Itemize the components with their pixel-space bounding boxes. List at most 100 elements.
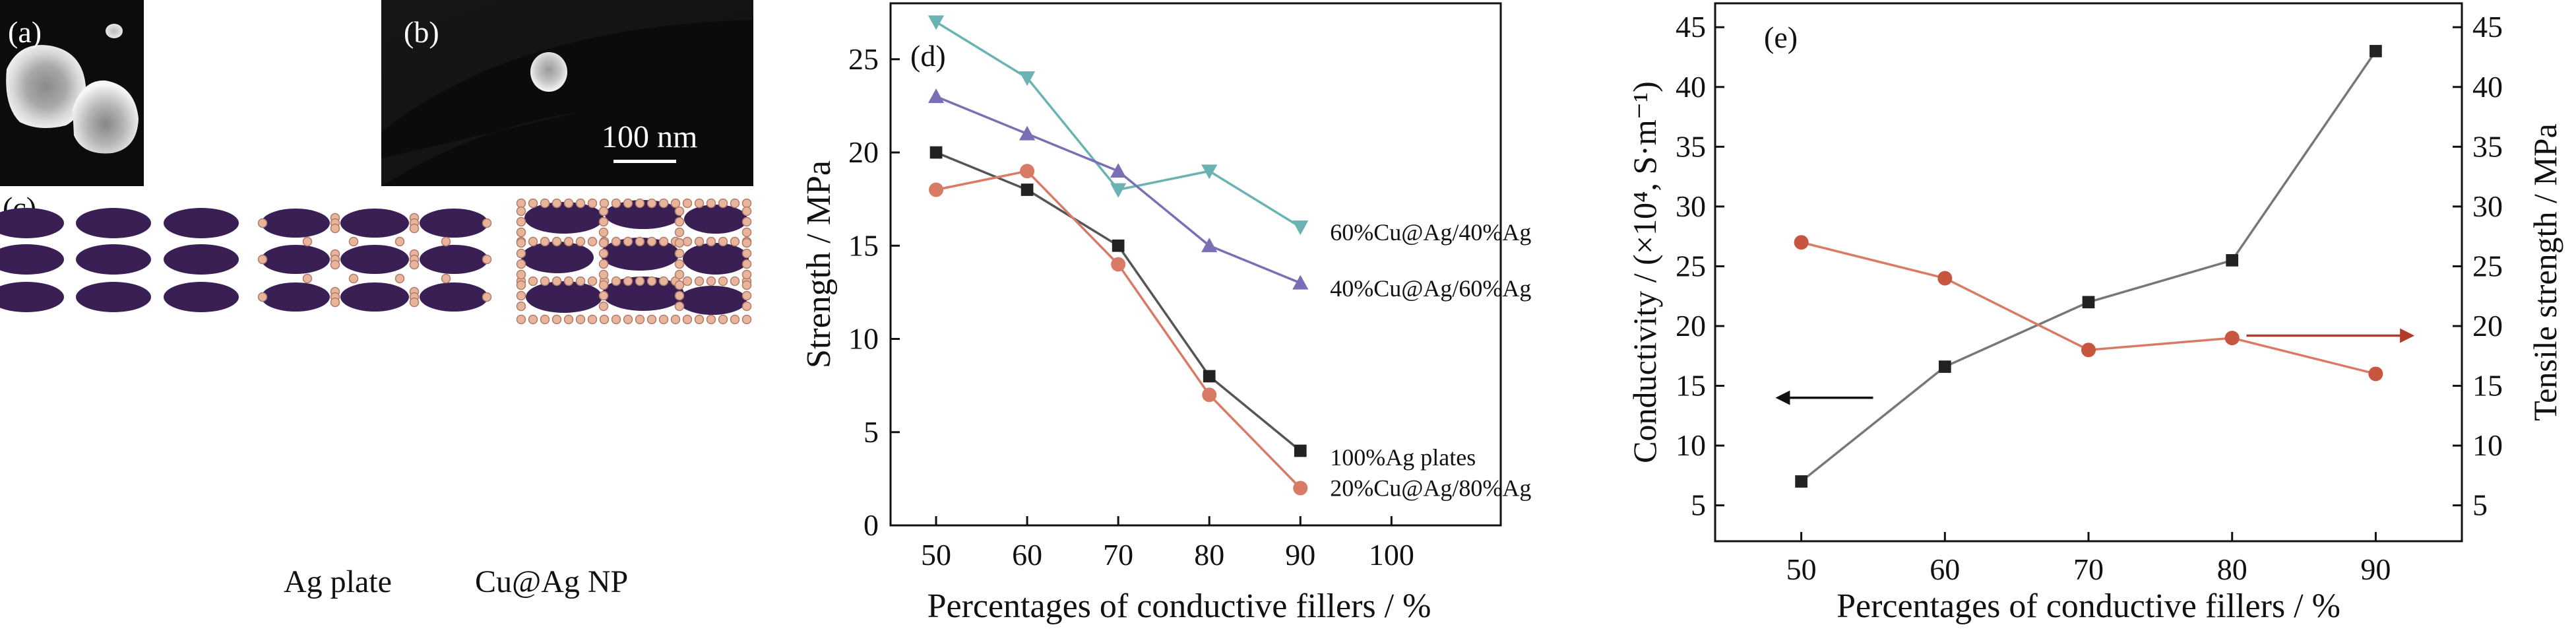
filler-schematic	[0, 198, 752, 325]
ag-plate-group1-0-0	[0, 208, 64, 238]
cuag-np-group3-45	[646, 276, 657, 286]
chart-e-point-1-4	[2368, 366, 2383, 381]
chart-d-point-2-2	[1112, 239, 1125, 252]
cuag-np-group3-17	[563, 276, 574, 286]
chart-e-ytick-left-label-7: 40	[1676, 70, 1706, 104]
chart-e-ytick-left-label-0: 5	[1691, 488, 1706, 522]
chart-d: 0 5 10 15 20 25 50 60 70 80 90 100 Percentages of co…	[800, 2, 1531, 625]
chart-e-ytick-left-label-4: 25	[1676, 249, 1706, 282]
chart-e-series-line-0	[1800, 50, 2377, 482]
chart-d-series-label-1: 40%Cu@Ag/60%Ag	[1330, 275, 1531, 302]
chart-e-ytick-left-label-1: 10	[1676, 428, 1706, 462]
chart-d-ytick-label-3: 15	[848, 228, 879, 262]
chart-e-ytick-right-label-8: 45	[2472, 10, 2503, 44]
cuag-np-group3-67	[706, 314, 716, 325]
cuag-np-group3-73	[730, 276, 740, 286]
cuag-np-group3-85	[598, 259, 609, 269]
cuag-np-group3-94	[674, 248, 685, 259]
cuag-np-group3-23	[575, 314, 586, 325]
cuag-np-group2-31	[441, 273, 451, 284]
chart-d-point-3-0	[929, 182, 944, 197]
chart-d-ytick-label-1: 5	[864, 415, 879, 449]
chart-d-point-0-0	[927, 15, 945, 30]
cuag-np-group3-98	[674, 290, 685, 301]
cuag-np-group2-19	[257, 254, 268, 265]
cuag-np-group3-13	[551, 276, 562, 286]
ag-plate-group3-5	[683, 243, 749, 275]
cuag-np-group3-33	[611, 276, 621, 286]
chart-e-ytick-right-label-0: 5	[2472, 488, 2488, 522]
chart-e-xtick-label-0: 50	[1786, 552, 1817, 586]
scale-bar-b	[613, 160, 676, 163]
scale-bar-a	[272, 160, 335, 163]
cuag-np-group2-17	[409, 297, 420, 308]
cuag-np-group3-71	[718, 314, 728, 325]
ag-plate-group1-1-2	[164, 244, 239, 275]
cuag-np-group2-22	[482, 254, 492, 265]
cuag-np-group3-42	[635, 198, 645, 209]
panel-label-e: (e)	[1764, 20, 1798, 54]
cuag-np-group3-78	[741, 198, 752, 209]
ag-plate-group2-0-2	[420, 209, 488, 238]
cuag-np-group3-92	[674, 227, 685, 238]
chart-d-series-label-0: 60%Cu@Ag/40%Ag	[1330, 219, 1531, 246]
cuag-np-group3-87	[598, 280, 609, 290]
cuag-np-group3-57	[682, 276, 693, 286]
cuag-np-group3-91	[674, 216, 685, 227]
panel-label-d: (d)	[910, 39, 946, 73]
chart-d-xtick-label-5: 100	[1369, 538, 1414, 572]
chart-d-point-1-3	[1201, 238, 1218, 253]
cuag-np-group3-114	[516, 248, 526, 259]
chart-e-xtick-label-1: 60	[1930, 552, 1960, 586]
ag-plate-group1-0-2	[164, 208, 239, 238]
cuag-np-group3-38	[623, 198, 633, 209]
cuag-np-group2-26	[348, 236, 359, 247]
cuag-np-group3-15	[551, 314, 562, 325]
cuag-np-group2-2	[330, 223, 340, 234]
cuag-np-group2-8	[330, 297, 340, 308]
cuag-np-group3-50	[658, 198, 669, 209]
chart-d-point-3-3	[1202, 387, 1217, 403]
chart-d-series-label-3: 20%Cu@Ag/80%Ag	[1330, 475, 1531, 502]
cuag-np-group3-16	[563, 236, 574, 247]
cuag-np-group3-55	[670, 314, 681, 325]
cuag-np-group3-117	[516, 280, 526, 290]
cuag-np-group3-95	[674, 259, 685, 269]
chart-e-ytick-right-label-3: 20	[2472, 309, 2503, 343]
chart-e-arrow-right-head	[2400, 328, 2415, 343]
chart-e-point-0-2	[2082, 296, 2095, 309]
cuag-np-group3-88	[598, 290, 609, 301]
chart-e-ytick-right-label-7: 40	[2472, 70, 2503, 104]
cuag-np-group3-93	[674, 238, 685, 248]
chart-d-point-1-1	[1019, 125, 1036, 141]
cuag-np-group3-7	[528, 314, 538, 325]
chart-e-ytick-left-label-2: 15	[1676, 369, 1706, 403]
chart-d-xtick-label-0: 50	[921, 538, 951, 572]
sem-image-a	[0, 0, 144, 186]
cuag-np-group3-48	[658, 236, 669, 247]
ag-plate-group2-1-0	[261, 245, 330, 274]
cuag-np-group3-44	[646, 236, 657, 247]
cuag-np-group3-26	[587, 198, 598, 209]
cuag-np-group3-65	[706, 276, 716, 286]
cuag-np-group3-81	[598, 216, 609, 227]
cuag-np-group3-108	[741, 290, 752, 301]
cuag-np-group2-25	[302, 273, 313, 284]
cuag-np-group3-99	[674, 301, 685, 312]
ag-plate-group3-6	[526, 281, 602, 313]
cuag-np-group2-23	[482, 292, 492, 302]
cuag-np-group3-30	[599, 198, 610, 209]
chart-e-ytick-left-label-5: 30	[1676, 189, 1706, 223]
cuag-np-group3-11	[540, 314, 550, 325]
chart-e-xtick-label-4: 90	[2360, 552, 2391, 586]
sem-image-a-particles	[0, 0, 144, 186]
cuag-np-group3-75	[730, 314, 740, 325]
chart-e-point-0-4	[2370, 45, 2382, 57]
cuag-np-group2-11	[409, 223, 420, 234]
cuag-np-group3-103	[741, 238, 752, 248]
chart-d-point-0-1	[1019, 71, 1036, 86]
chart-e-ylabel-right: Tensile strength / MPa	[2527, 123, 2563, 421]
cuag-np-group3-70	[718, 198, 728, 209]
cuag-np-group3-20	[575, 236, 586, 247]
chart-e-ytick-right-label-5: 30	[2472, 189, 2503, 223]
